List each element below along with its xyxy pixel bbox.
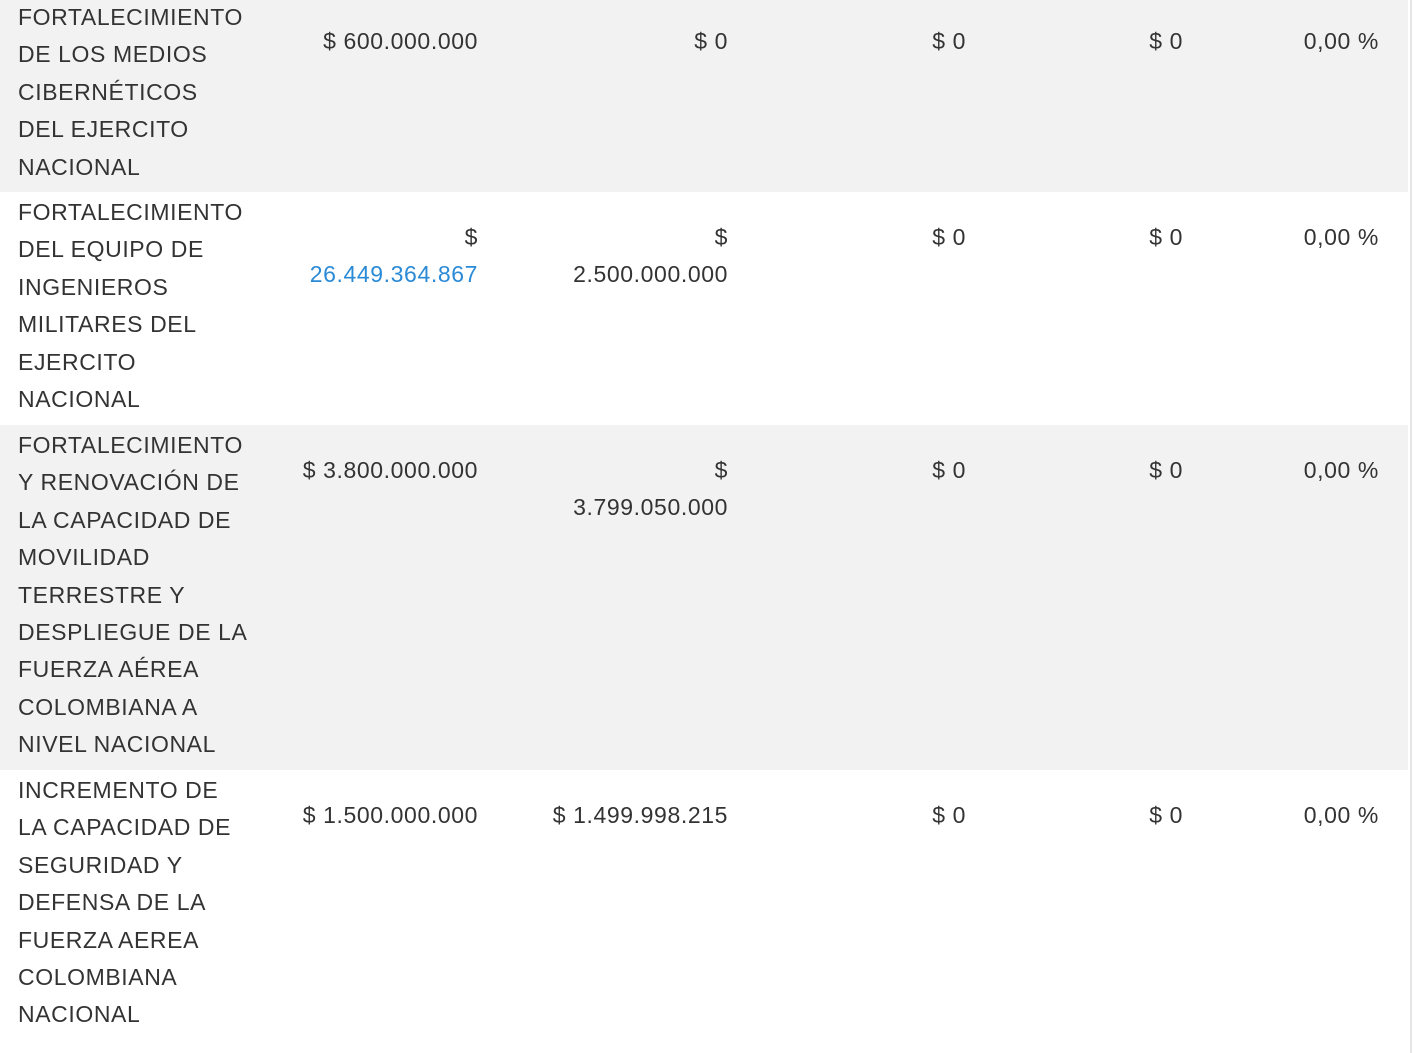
currency-symbol: $: [552, 802, 567, 828]
paid-cell: $ 0: [1149, 224, 1183, 250]
table-row: FORTALECIMIENTO DEL EQUIPO DE INGENIEROS…: [0, 192, 1408, 425]
amount-value: 2.500.000.000: [573, 261, 728, 288]
budget-cell: $ 26.449.364.867: [278, 219, 478, 294]
amount-link[interactable]: 26.449.364.867: [309, 261, 478, 288]
percentage-cell: 0,00 %: [1303, 224, 1379, 250]
currency-symbol: $: [302, 457, 317, 483]
amount-value: 1.500.000.000: [323, 802, 478, 828]
currency-symbol: $: [323, 28, 337, 54]
obligated-cell: $ 0: [932, 802, 966, 828]
amount-value: 3.800.000.000: [323, 457, 478, 483]
currency-symbol: $: [302, 802, 317, 828]
amount-value: 0: [714, 28, 728, 54]
amount-value: 600.000.000: [343, 28, 478, 54]
percentage-cell: 0,00 %: [1303, 28, 1379, 54]
currency-symbol: $: [714, 457, 728, 483]
obligated-cell: $ 0: [932, 457, 966, 483]
currency-symbol: $: [694, 28, 708, 54]
paid-cell: $ 0: [1149, 28, 1183, 54]
percentage-cell: 0,00 %: [1303, 802, 1379, 828]
obligated-cell: $ 0: [932, 28, 966, 54]
amount-value: 3.799.050.000: [573, 494, 728, 521]
project-name: INCREMENTO DE LA CAPACIDAD DE SEGURIDAD …: [18, 777, 232, 1028]
paid-cell: $ 0: [1149, 802, 1183, 828]
committed-cell: $ 3.799.050.000: [528, 452, 728, 527]
budget-cell: $ 3.800.000.000: [278, 452, 478, 489]
committed-cell: $ 2.500.000.000: [528, 219, 728, 294]
committed-cell: $ 1.499.998.215: [528, 797, 728, 834]
currency-symbol: $: [464, 224, 478, 250]
committed-cell: $ 0: [528, 23, 728, 60]
paid-cell: $ 0: [1149, 457, 1183, 483]
obligated-cell: $ 0: [932, 224, 966, 250]
project-name: FORTALECIMIENTO Y RENOVACIÓN DE LA CAPAC…: [18, 432, 247, 758]
table-row: FORTALECIMIENTO DE LOS MEDIOS CIBERNÉTIC…: [0, 0, 1408, 192]
budget-cell: $ 600.000.000: [278, 23, 478, 60]
project-name: FORTALECIMIENTO DE LOS MEDIOS CIBERNÉTIC…: [18, 4, 243, 180]
scroll-edge-divider: [1410, 0, 1412, 1053]
currency-symbol: $: [714, 224, 728, 250]
budget-cell: $ 1.500.000.000: [278, 797, 478, 834]
table-row: INCREMENTO DE LA CAPACIDAD DE SEGURIDAD …: [0, 770, 1408, 1053]
amount-value: 1.499.998.215: [573, 802, 728, 828]
project-name: FORTALECIMIENTO DEL EQUIPO DE INGENIEROS…: [18, 199, 243, 413]
table-row: FORTALECIMIENTO Y RENOVACIÓN DE LA CAPAC…: [0, 425, 1408, 770]
percentage-cell: 0,00 %: [1303, 457, 1379, 483]
